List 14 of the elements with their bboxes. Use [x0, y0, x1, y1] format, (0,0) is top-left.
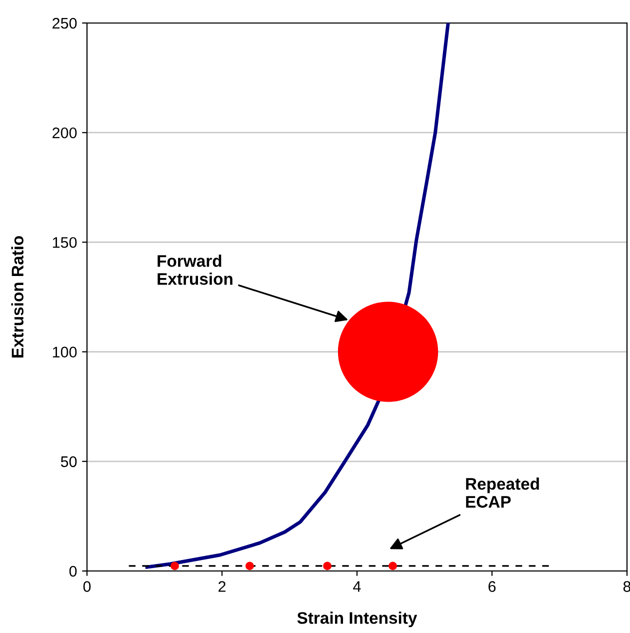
annotation: Forward Extrusion: [158, 254, 232, 285]
y-tick-label: 0: [69, 566, 77, 577]
x-tick-label: 0: [83, 581, 91, 592]
annotation: Repeated ECAP: [466, 478, 539, 508]
y-tick-label: 150: [52, 237, 77, 248]
x-tick-label: 2: [218, 581, 226, 592]
y-tick-label: 50: [60, 456, 77, 468]
x-axis-title: Strain Intensity: [297, 612, 418, 628]
x-tick-label: 6: [488, 581, 496, 592]
y-tick-label: 100: [52, 346, 77, 358]
y-axis-title: Extrusion Ratio: [11, 236, 24, 358]
y-tick-label: 250: [52, 18, 77, 29]
x-tick-label: 4: [353, 581, 361, 592]
y-tick-label: 200: [52, 127, 77, 138]
